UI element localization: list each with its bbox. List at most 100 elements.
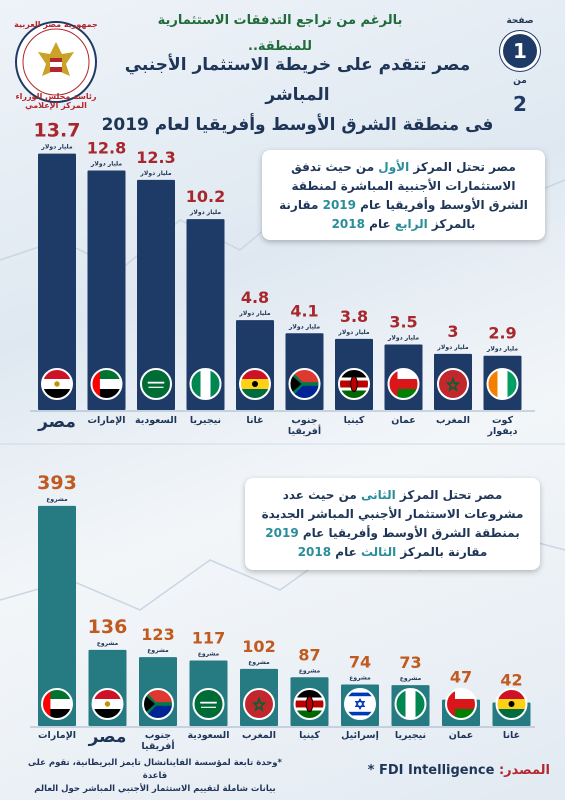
- category-label: الإمارات: [87, 415, 125, 426]
- unit-label: مشروع: [46, 496, 68, 503]
- unit-label: مليار دولار: [337, 329, 369, 336]
- callout1-text3: مقارنة بالمركز: [279, 198, 476, 231]
- value-label: 12.8: [87, 138, 126, 157]
- unit-label: مشروع: [299, 667, 321, 674]
- callout2-year1: 2019: [265, 526, 299, 540]
- footnote: *وحدة تابعة لمؤسسة الفاينانشال تايمز الب…: [20, 757, 290, 796]
- category-label: ديفوار: [487, 426, 518, 437]
- callout1-text1: مصر تحتل المركز: [409, 160, 516, 174]
- uae-flag-icon: [41, 688, 73, 720]
- callout2-text2: من حيث عدد مشروعات الاستثمار الأجنبي الم…: [261, 488, 524, 540]
- category-label: كينيا: [344, 415, 365, 426]
- page-number-badge: 1: [503, 34, 537, 68]
- footnote-line1: *وحدة تابعة لمؤسسة الفاينانشال تايمز الب…: [28, 758, 282, 781]
- unit-label: مليار دولار: [40, 144, 72, 151]
- category-label: عمان: [391, 415, 416, 426]
- unit-label: مليار دولار: [486, 346, 518, 353]
- category-label: جنوب: [145, 730, 171, 741]
- callout2-text3: مقارنة بالمركز: [396, 545, 488, 559]
- title-line1: مصر تتقدم على خريطة الاستثمار الأجنبي ال…: [124, 55, 471, 105]
- value-label: 74: [349, 653, 371, 672]
- category-label: كينيا: [299, 730, 320, 741]
- unit-label: مشروع: [97, 640, 119, 647]
- israel-flag-icon: [344, 688, 376, 720]
- source-label: المصدر:: [498, 763, 550, 778]
- south-africa-flag-icon: [288, 368, 321, 400]
- category-label: السعودية: [135, 415, 177, 426]
- bar-egypt: [38, 153, 76, 410]
- value-label: 4.8: [241, 288, 269, 307]
- value-label: 3: [447, 322, 458, 341]
- category-label: الإمارات: [38, 730, 76, 741]
- category-label: مصر: [37, 412, 76, 432]
- oman-flag-icon: [387, 368, 420, 400]
- callout1-year2: 2018: [331, 217, 365, 231]
- ghana-flag-icon: [239, 368, 271, 400]
- unit-label: مليار دولار: [288, 323, 320, 330]
- category-label: مصر: [88, 727, 127, 747]
- callout2-text1: مصر تحتل المركز: [395, 488, 503, 502]
- value-label: 393: [37, 472, 77, 494]
- category-label: جنوب: [291, 415, 317, 426]
- value-label: 42: [500, 670, 522, 689]
- callout1-text2: من حيث تدفق الاستثمارات الأجنبية المباشر…: [291, 160, 528, 212]
- value-label: 3.5: [389, 313, 417, 332]
- category-label: غانا: [503, 730, 520, 741]
- unit-label: مشروع: [198, 650, 220, 657]
- saudi-flag-icon: [140, 368, 172, 400]
- callout-fdi-rank: مصر تحتل المركز الأول من حيث تدفق الاستث…: [262, 150, 545, 240]
- unit-label: مليار دولار: [90, 160, 122, 167]
- south-africa-flag-icon: [142, 688, 174, 720]
- unit-label: مشروع: [147, 647, 169, 654]
- chart-2: 393 مشروع الإمارات 136 مشروع مصر 123 مشروع جنوبأ…: [30, 472, 535, 752]
- value-label: 117: [192, 628, 225, 647]
- unit-label: مليار دولار: [436, 344, 468, 351]
- media-center-logo: جمهورية مصر العربية رئاسة مجلس الوزراء ا…: [12, 18, 100, 110]
- page-label: صفحة: [506, 16, 534, 26]
- logo-line2: رئاسة مجلس الوزراء: [15, 92, 97, 101]
- value-label: 2.9: [488, 324, 516, 343]
- value-label: 3.8: [340, 307, 368, 326]
- callout1-highlight1: الأول: [378, 160, 410, 174]
- category-label: نيجيريا: [395, 730, 426, 741]
- egypt-flag-icon: [41, 368, 73, 400]
- value-label: 47: [450, 668, 472, 687]
- callout2-year2: 2018: [297, 545, 332, 559]
- source-value: FDI Intelligence *: [367, 763, 495, 778]
- morocco-flag-icon: [437, 368, 469, 400]
- value-label: 4.1: [290, 301, 318, 320]
- ivory-coast-flag-icon: [486, 368, 519, 400]
- callout1-text4: عام: [364, 217, 395, 231]
- category-label: السعودية: [187, 730, 229, 741]
- of-label: من: [513, 76, 527, 86]
- unit-label: مشروع: [400, 675, 422, 682]
- ghana-flag-icon: [495, 688, 528, 720]
- logo-line1: جمهورية مصر العربية: [14, 20, 98, 29]
- page-total: 2: [513, 92, 527, 116]
- category-label: غانا: [246, 415, 263, 426]
- logo-line3: المركز الإعلامي: [25, 101, 87, 110]
- unit-label: مشروع: [248, 659, 270, 666]
- nigeria-flag-icon: [394, 688, 427, 720]
- unit-label: مليار دولار: [238, 310, 270, 317]
- callout2-text4: عام: [331, 545, 361, 559]
- value-label: 10.2: [186, 187, 225, 206]
- kenya-flag-icon: [293, 688, 326, 720]
- bar-saudi: [137, 179, 175, 410]
- bar-uae: [87, 170, 126, 410]
- unit-label: مشروع: [349, 675, 371, 682]
- oman-flag-icon: [445, 688, 477, 720]
- callout2-highlight1: الثانى: [361, 488, 396, 502]
- category-label: نيجيريا: [190, 415, 221, 426]
- value-label: 12.3: [136, 148, 175, 167]
- eagle-emblem-icon: [15, 21, 97, 103]
- value-label: 13.7: [34, 120, 81, 142]
- callout-projects-rank: مصر تحتل المركز الثانى من حيث عدد مشروعا…: [245, 478, 540, 570]
- unit-label: مليار دولار: [387, 335, 419, 342]
- uae-flag-icon: [90, 368, 123, 400]
- category-label: المغرب: [436, 415, 470, 426]
- callout1-year1: 2019: [322, 198, 356, 212]
- nigeria-flag-icon: [189, 368, 222, 400]
